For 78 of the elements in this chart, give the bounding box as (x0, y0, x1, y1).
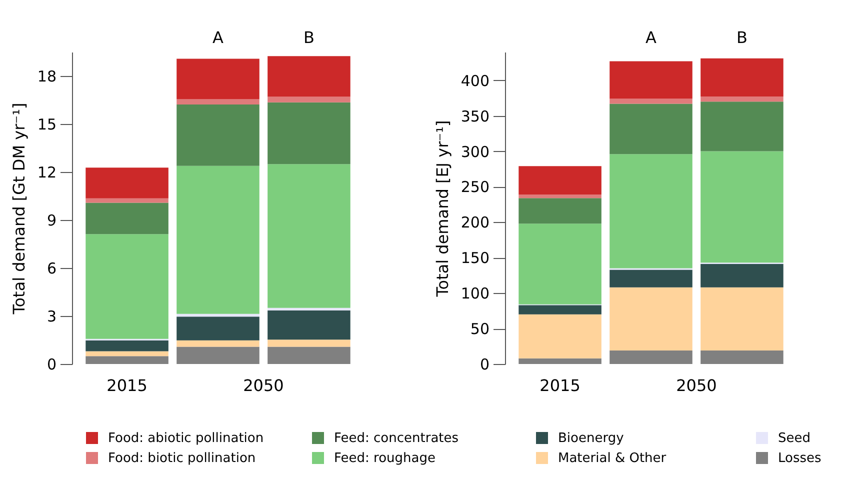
y-tick-label: 300 (460, 142, 490, 161)
bar (610, 287, 692, 351)
bar (700, 151, 784, 263)
bar (610, 154, 692, 268)
bar (610, 350, 692, 364)
bar (176, 316, 260, 340)
bar (610, 104, 692, 154)
text: 2050 (676, 376, 717, 395)
bar (518, 305, 602, 314)
bar (268, 346, 350, 364)
y-tick-label: 0 (46, 356, 56, 374)
bar (86, 202, 168, 234)
y-tick-label: 3 (46, 308, 56, 326)
y-tick-label: 200 (460, 214, 490, 232)
y-tick-label: 350 (460, 107, 490, 126)
bar (176, 314, 260, 317)
bar (518, 224, 602, 304)
x-tick-label: B (303, 28, 314, 47)
bar (268, 56, 350, 97)
x-tick-label: A (212, 28, 224, 47)
y-axis-title: Total demand [Gt DM yr⁻¹] (9, 102, 28, 316)
legend-label: Feed: roughage (334, 451, 436, 466)
bar (176, 99, 260, 104)
x-tick-label: 2015 (106, 376, 148, 395)
bar (268, 96, 350, 102)
legend-label: Bioenergy (558, 431, 624, 446)
bar (176, 58, 260, 100)
bar (268, 340, 350, 347)
bar (700, 350, 784, 364)
bar (700, 96, 784, 102)
bar (610, 270, 692, 288)
y-tick-label: 15 (37, 116, 56, 134)
bar (86, 340, 168, 352)
bar (176, 104, 260, 166)
legend-label: Food: biotic pollination (108, 451, 256, 466)
bar (268, 102, 350, 164)
legend-label: Feed: concentrates (334, 431, 459, 446)
bar (518, 358, 602, 364)
legend-label: Food: abiotic pollination (108, 431, 264, 446)
bar (268, 164, 350, 308)
legend-label: Losses (778, 451, 822, 466)
bar (518, 314, 602, 358)
bar (86, 168, 168, 198)
y-tick-label: 250 (460, 178, 490, 196)
bar (700, 58, 784, 97)
x-tick-label: B (736, 28, 748, 47)
legend-label: Seed (778, 431, 810, 446)
bar (86, 198, 168, 203)
y-axis-title: Total demand [EJ yr⁻¹] (432, 120, 452, 298)
text: 2050 (243, 376, 284, 395)
y-tick-label: 400 (460, 72, 490, 90)
y-tick-label: 50 (470, 320, 490, 338)
x-tick-label: 2015 (540, 376, 580, 395)
bar (86, 234, 168, 339)
y-tick-label: 6 (46, 260, 56, 278)
bar (176, 340, 260, 347)
bar (700, 264, 784, 288)
bar (268, 308, 350, 310)
bar (518, 166, 602, 195)
y-tick-label: 12 (37, 164, 56, 182)
bar (700, 102, 784, 152)
bar (518, 198, 602, 224)
bar (268, 310, 350, 340)
bar (700, 287, 784, 351)
bar (176, 346, 260, 364)
bar (86, 351, 168, 356)
y-tick-label: 9 (46, 212, 56, 230)
bar (610, 61, 692, 99)
bar (518, 194, 602, 198)
y-tick-label: 18 (37, 68, 56, 86)
legend-label: Material & Other (558, 451, 667, 466)
bar (86, 356, 168, 364)
y-tick-label: 0 (480, 356, 490, 374)
bar (176, 166, 260, 314)
y-tick-label: 100 (460, 284, 490, 303)
bar (610, 98, 692, 104)
x-tick-label: A (646, 28, 657, 47)
y-tick-label: 150 (460, 249, 490, 268)
